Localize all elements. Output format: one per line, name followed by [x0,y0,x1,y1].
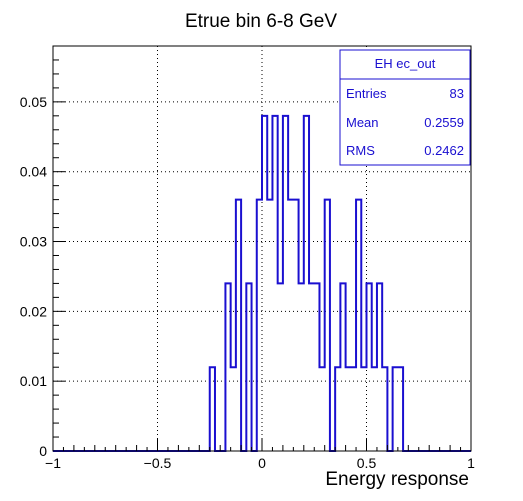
y-tick-label: 0.02 [20,303,47,319]
stats-box-frame [339,49,471,166]
y-tick-label: 0.01 [20,373,47,389]
histogram-outline [53,114,471,452]
histogram-bars [53,114,471,452]
stat-label-mean: Mean [346,115,379,130]
stat-value-rms: 0.2462 [424,143,464,158]
stats-box-name: EH ec_out [375,56,436,71]
stat-label-rms: RMS [346,143,375,158]
x-tick-label: −1 [45,455,61,471]
y-tick-label: 0.05 [20,94,47,110]
chart-title: Etrue bin 6-8 GeV [185,11,337,32]
stats-box: EH ec_out Entries 83 Mean 0.2559 RMS 0.2… [339,49,471,166]
x-tick-labels: −1 −0.5 0 0.5 1 [45,455,475,471]
x-axis-title: Energy response [325,469,469,490]
x-tick-label: 0.5 [357,455,377,471]
x-tick-label: −0.5 [144,455,172,471]
stat-value-entries: 83 [450,86,464,101]
y-tick-label: 0.03 [20,234,47,250]
y-tick-labels: 0 0.01 0.02 0.03 0.04 0.05 [20,94,47,459]
y-tick-label: 0 [39,443,47,459]
y-tick-label: 0.04 [20,164,47,180]
stat-value-mean: 0.2559 [424,115,464,130]
axis-ticks [52,45,472,452]
x-tick-label: 1 [467,455,475,471]
stat-label-entries: Entries [346,86,387,101]
x-tick-label: 0 [258,455,266,471]
